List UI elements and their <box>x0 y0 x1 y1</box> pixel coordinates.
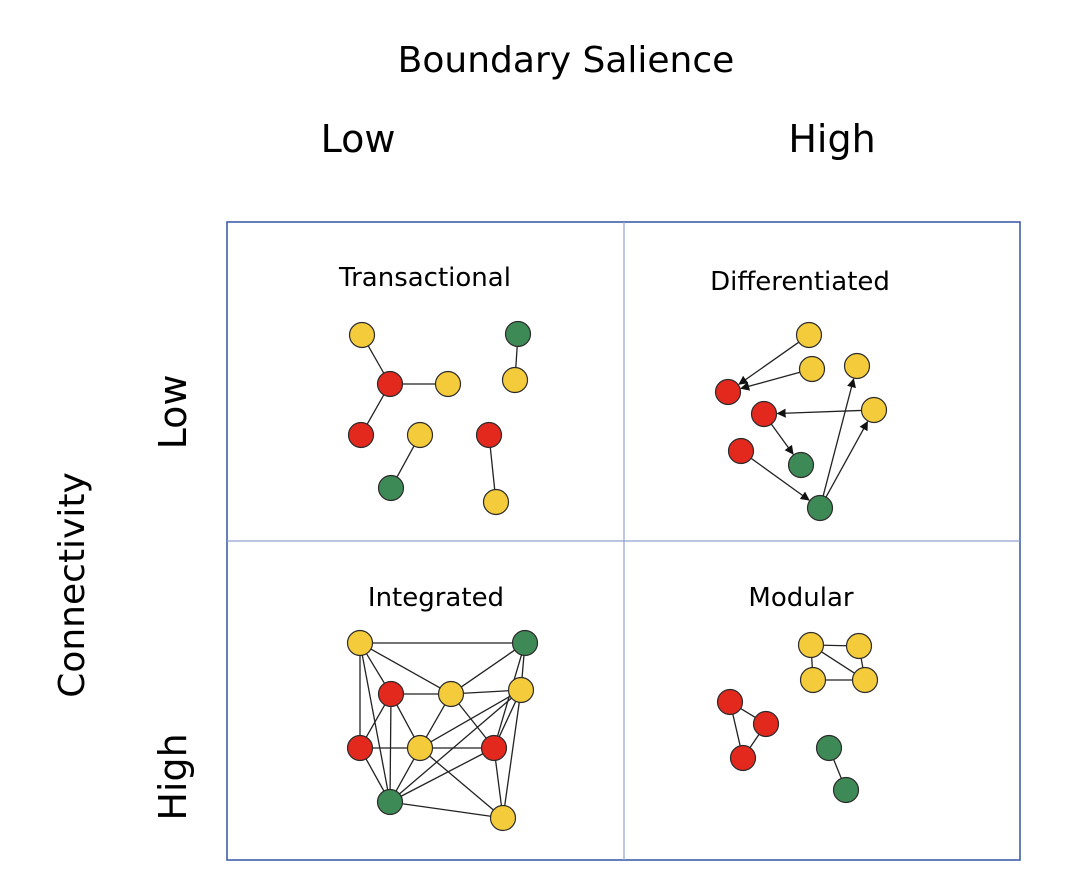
node-yellow-g <box>406 421 434 449</box>
arrow-g-i <box>750 457 810 501</box>
node-yellow-a <box>797 631 825 659</box>
node-yellow-c <box>843 352 871 380</box>
arrow-b-d <box>740 371 801 391</box>
edge-i-j <box>402 803 491 817</box>
y-axis-level-high: High <box>151 733 195 820</box>
node-red-d <box>714 378 742 406</box>
arrow-e-h <box>770 423 794 455</box>
quadrant-title-differentiated: Differentiated <box>710 267 890 297</box>
quadrant-title-transactional: Transactional <box>338 263 511 293</box>
arrow-f-e <box>776 408 862 418</box>
node-red-e <box>750 400 778 428</box>
node-red-b <box>376 370 404 398</box>
edge-h-j <box>494 760 503 806</box>
node-yellow-e <box>507 676 535 704</box>
edge-d-e <box>463 690 509 694</box>
node-red-h <box>480 734 508 762</box>
quadrant-grid <box>226 221 1021 861</box>
network-transactional <box>347 320 532 516</box>
edge-b-d <box>366 394 385 425</box>
edge-b-d <box>860 658 864 668</box>
arrow-a-d <box>738 341 800 385</box>
edge-a-b <box>367 345 385 374</box>
x-axis-level-low: Low <box>321 117 396 161</box>
node-red-c <box>377 680 405 708</box>
edge-b-d <box>460 649 516 688</box>
edge-c-g <box>396 704 415 738</box>
edge-i-h <box>400 753 484 797</box>
node-yellow-d <box>851 666 879 694</box>
edge-i-j <box>489 447 496 490</box>
node-red-g <box>727 437 755 465</box>
node-red-f <box>752 710 780 738</box>
edge-a-c <box>365 653 386 684</box>
edge-a-d <box>821 651 855 674</box>
network-modular <box>716 631 879 804</box>
edge-g-i <box>395 758 415 792</box>
edge-e-f <box>515 346 518 368</box>
edge-c-f <box>365 704 386 738</box>
node-green-h <box>377 474 405 502</box>
node-yellow-a <box>346 629 374 657</box>
quadrant-title-integrated: Integrated <box>368 583 504 613</box>
edge-a-c <box>811 657 813 668</box>
network-integrated <box>346 629 539 832</box>
edge-b-e <box>521 655 525 678</box>
quadrant-networks <box>346 320 888 832</box>
edge-g-j <box>429 755 494 811</box>
node-green-i <box>806 494 834 522</box>
node-red-f <box>346 734 374 762</box>
x-axis-level-high: High <box>788 117 875 161</box>
node-red-d <box>347 421 375 449</box>
node-yellow-f <box>501 366 529 394</box>
edge-g-h <box>396 445 415 478</box>
edge-a-d <box>370 648 441 689</box>
node-yellow-a <box>348 321 376 349</box>
x-axis-title: Boundary Salience <box>398 40 735 81</box>
arrow-i-f <box>825 421 869 498</box>
node-yellow-d <box>437 680 465 708</box>
node-red-e <box>716 688 744 716</box>
node-yellow-c <box>799 666 827 694</box>
node-green-i <box>376 788 404 816</box>
edge-e-f <box>740 707 756 719</box>
edge-e-h <box>498 701 517 737</box>
node-yellow-j <box>489 804 517 832</box>
node-yellow-c <box>434 370 462 398</box>
y-axis-title: Connectivity <box>52 472 93 698</box>
node-yellow-f <box>860 396 888 424</box>
node-yellow-g <box>406 734 434 762</box>
network-differentiated <box>714 321 888 522</box>
edge-f-g <box>749 733 760 749</box>
node-red-i <box>475 421 503 449</box>
node-yellow-j <box>482 488 510 516</box>
node-green-h <box>815 734 843 762</box>
edge-h-i <box>833 759 842 779</box>
node-green-i <box>832 776 860 804</box>
edge-e-j <box>504 702 520 806</box>
edge-f-i <box>365 758 385 792</box>
node-yellow-a <box>795 321 823 349</box>
node-yellow-b <box>798 355 826 383</box>
edge-d-h <box>458 703 487 739</box>
quadrant-title-modular: Modular <box>748 583 853 613</box>
y-axis-level-low: Low <box>151 375 195 450</box>
node-red-g <box>729 744 757 772</box>
node-green-e <box>504 320 532 348</box>
edge-d-g <box>425 704 446 738</box>
node-green-b <box>511 629 539 657</box>
node-yellow-b <box>845 632 873 660</box>
edge-e-g <box>732 714 741 746</box>
edge-e-g <box>430 695 511 743</box>
edge-e-i <box>399 697 512 795</box>
node-green-h <box>787 451 815 479</box>
arrow-i-c <box>822 378 856 497</box>
